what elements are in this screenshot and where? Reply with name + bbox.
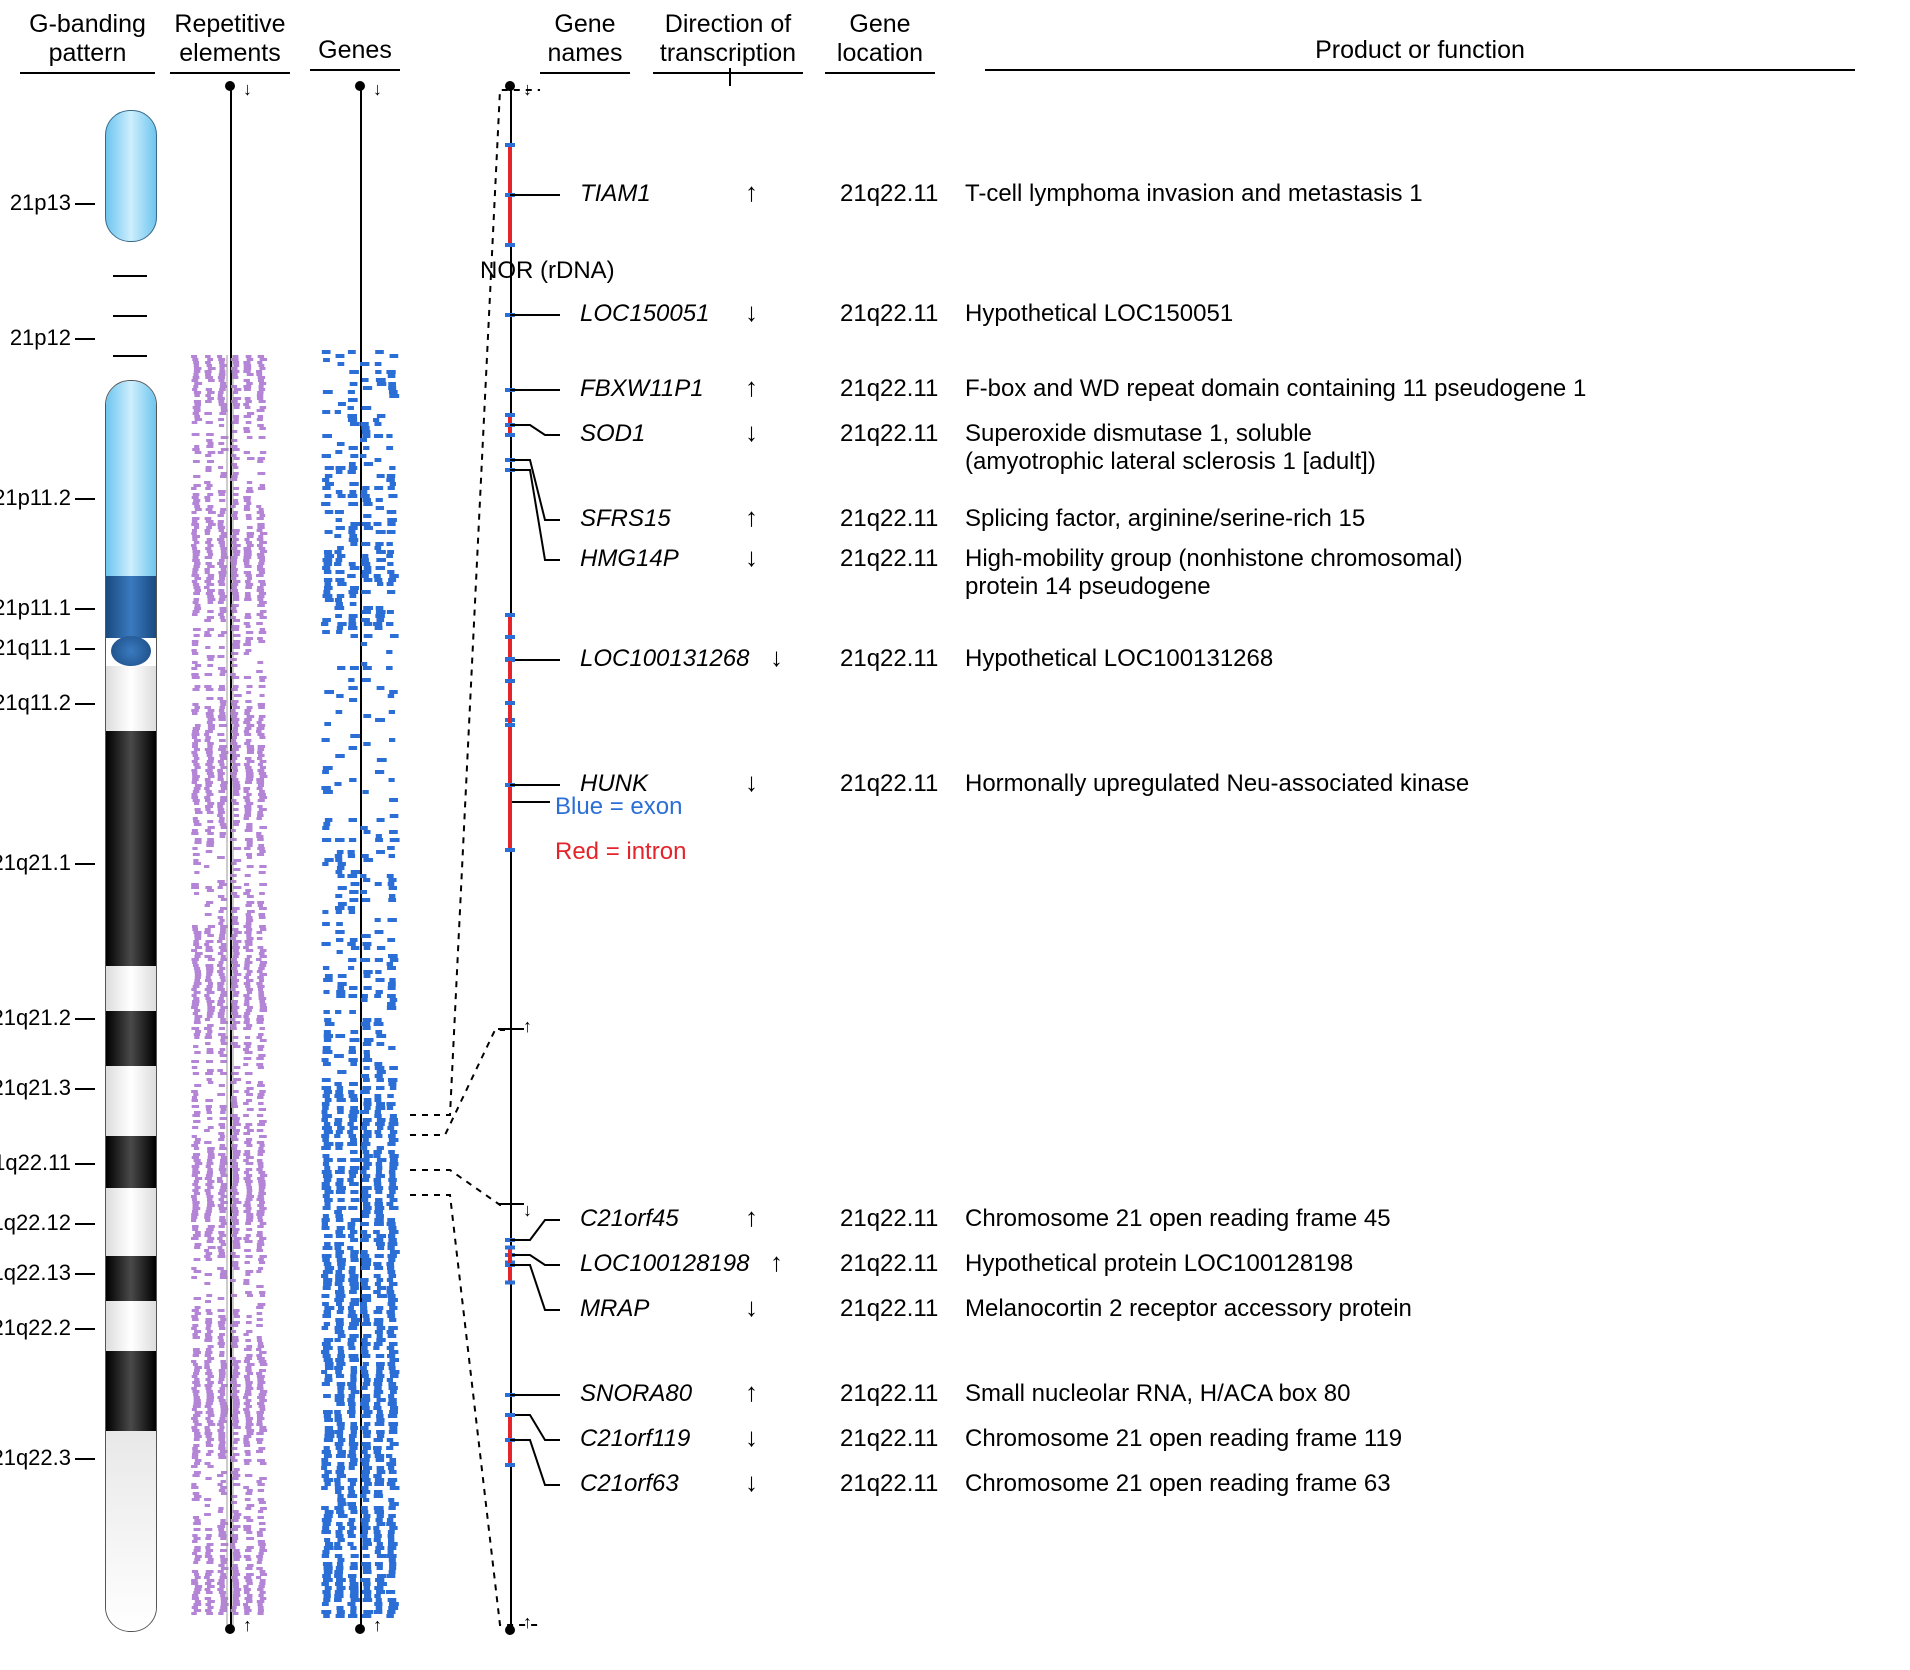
dir-header-tick: [725, 68, 735, 88]
gene-location: 21q22.11: [840, 375, 938, 403]
gene-function: Chromosome 21 open reading frame 119: [965, 1425, 1905, 1453]
gene-location: 21q22.11: [840, 1425, 938, 1453]
direction-arrow: ↑: [745, 1202, 758, 1233]
direction-arrow: ↓: [745, 1292, 758, 1323]
gene-location: 21q22.11: [840, 1470, 938, 1498]
gene-location: 21q22.11: [840, 645, 938, 673]
gene-name: C21orf45: [580, 1205, 679, 1233]
hdr-func: Product or function: [985, 36, 1855, 71]
gene-name: HMG14P: [580, 545, 679, 573]
direction-arrow: ↓: [745, 297, 758, 328]
gene-location: 21q22.11: [840, 300, 938, 328]
gene-function: F-box and WD repeat domain containing 11…: [965, 375, 1905, 403]
direction-arrow: ↑: [745, 502, 758, 533]
direction-arrow: ↓: [745, 1422, 758, 1453]
gene-function: Splicing factor, arginine/serine-rich 15: [965, 505, 1905, 533]
gene-location: 21q22.11: [840, 1295, 938, 1323]
direction-arrow: ↓: [745, 417, 758, 448]
gene-name: TIAM1: [580, 180, 651, 208]
gene-location: 21q22.11: [840, 1380, 938, 1408]
gene-name: C21orf63: [580, 1470, 679, 1498]
gene-location: 21q22.11: [840, 1250, 938, 1278]
gene-name: LOC100128198: [580, 1250, 749, 1278]
gene-function: Superoxide dismutase 1, soluble (amyotro…: [965, 420, 1905, 476]
gene-function: Melanocortin 2 receptor accessory protei…: [965, 1295, 1905, 1323]
gene-name: LOC150051: [580, 300, 709, 328]
direction-arrow: ↑: [745, 177, 758, 208]
hdr-gloc: Gene location: [825, 10, 935, 74]
gene-name: SNORA80: [580, 1380, 692, 1408]
gene-name: C21orf119: [580, 1425, 690, 1453]
gene-location: 21q22.11: [840, 180, 938, 208]
gene-function: Small nucleolar RNA, H/ACA box 80: [965, 1380, 1905, 1408]
direction-arrow: ↑: [745, 372, 758, 403]
gene-location: 21q22.11: [840, 545, 938, 573]
direction-arrow: ↓: [745, 1467, 758, 1498]
gene-location: 21q22.11: [840, 770, 938, 798]
direction-arrow: ↑: [745, 1377, 758, 1408]
detail-markers: [495, 85, 535, 1630]
gene-function: Hypothetical protein LOC100128198: [965, 1250, 1905, 1278]
gene-function: High-mobility group (nonhistone chromoso…: [965, 545, 1905, 601]
direction-arrow: ↓: [745, 542, 758, 573]
gene-location: 21q22.11: [840, 1205, 938, 1233]
direction-arrow: ↓: [745, 767, 758, 798]
gene-name: SOD1: [580, 420, 645, 448]
gene-name: LOC100131268: [580, 645, 749, 673]
gene-function: T-cell lymphoma invasion and metastasis …: [965, 180, 1905, 208]
gene-function: Hypothetical LOC150051: [965, 300, 1905, 328]
hdr-dir: Direction of transcription: [653, 10, 803, 74]
gene-function: Hormonally upregulated Neu-associated ki…: [965, 770, 1905, 798]
gene-function: Hypothetical LOC100131268: [965, 645, 1905, 673]
gene-location: 21q22.11: [840, 505, 938, 533]
gene-name: MRAP: [580, 1295, 649, 1323]
gene-function: Chromosome 21 open reading frame 63: [965, 1470, 1905, 1498]
gene-function: Chromosome 21 open reading frame 45: [965, 1205, 1905, 1233]
gene-name: SFRS15: [580, 505, 671, 533]
direction-arrow: ↑: [770, 1247, 783, 1278]
gene-name: HUNK: [580, 770, 648, 798]
direction-arrow: ↓: [770, 642, 783, 673]
gene-name: FBXW11P1: [580, 375, 704, 403]
gene-location: 21q22.11: [840, 420, 938, 448]
